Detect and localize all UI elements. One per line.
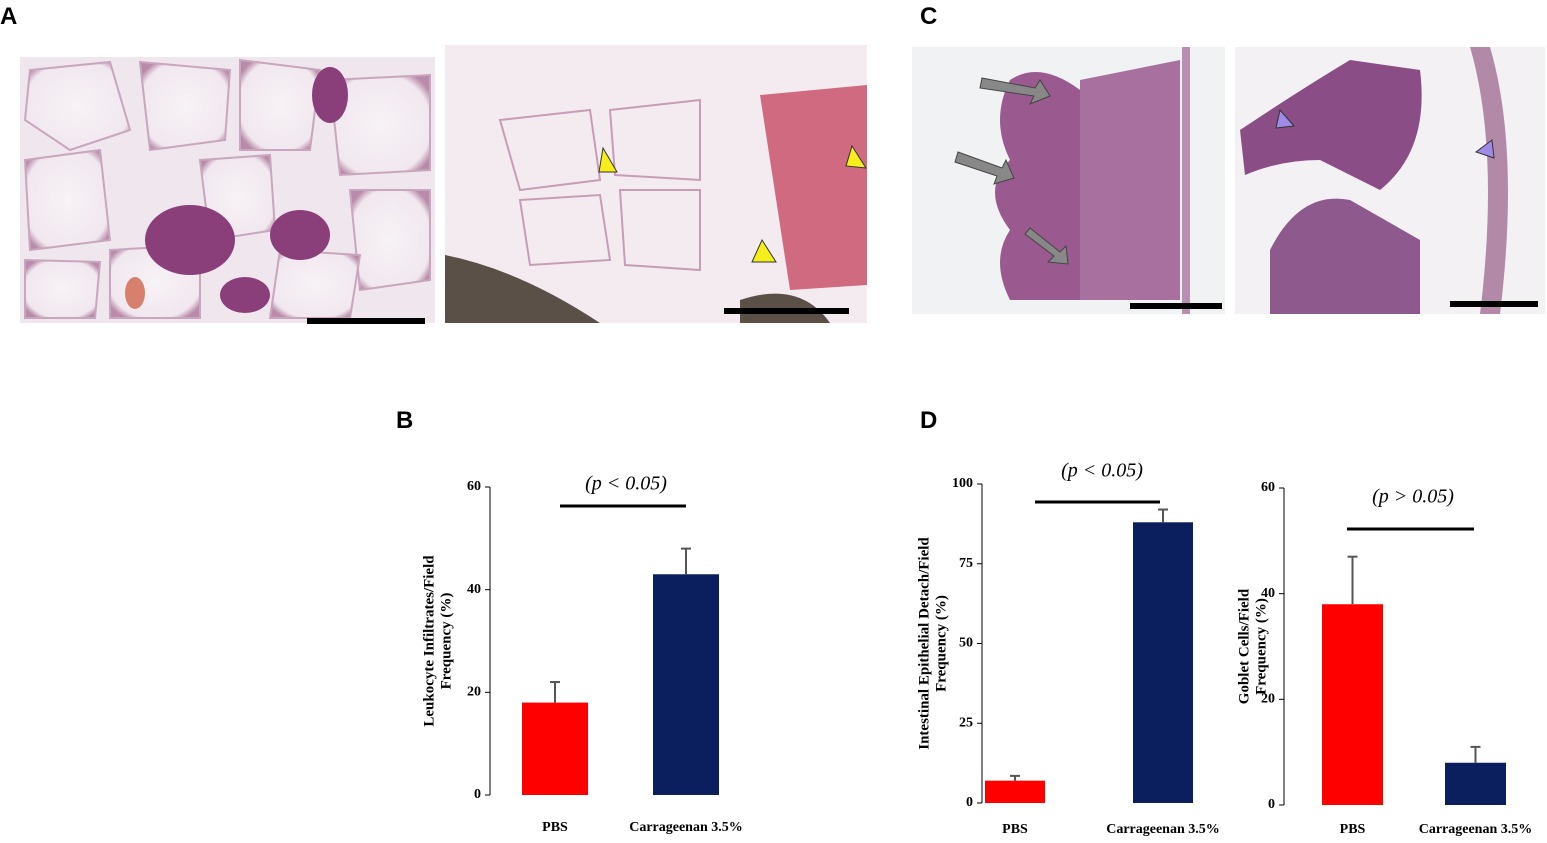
x-tick-label: PBS <box>1002 822 1028 837</box>
bar <box>1445 762 1506 805</box>
error-bar <box>1347 555 1358 605</box>
histology-c2 <box>1235 47 1545 314</box>
y-tick-label: 60 <box>467 479 481 494</box>
panel-label: D <box>920 407 937 434</box>
bar <box>522 702 588 795</box>
error-bar <box>681 547 691 575</box>
annotation: (p > 0.05) <box>1372 486 1454 508</box>
histology-a1 <box>20 57 435 324</box>
y-tick-label: 0 <box>966 795 973 810</box>
x-tick-label: Carrageenan 3.5% <box>1419 822 1533 837</box>
x-tick-label: Carrageenan 3.5% <box>629 820 743 835</box>
y-axis-label: Goblet Cells/Field <box>1236 588 1252 704</box>
panel-label: C <box>920 3 937 30</box>
y-tick-label: 40 <box>1261 586 1275 601</box>
y-axis-label: Frequency (%) <box>1253 598 1269 695</box>
y-tick-label: 20 <box>1261 692 1275 707</box>
error-bar <box>1470 745 1481 763</box>
annotation: (p < 0.05) <box>585 473 667 495</box>
y-axis-label: Intestinal Epithelial Detach/Field <box>916 537 932 750</box>
y-axis-label: Frequency (%) <box>933 595 949 692</box>
y-tick-label: 0 <box>1268 797 1275 812</box>
histology-c1 <box>912 47 1225 314</box>
error-bar <box>550 681 560 703</box>
y-tick-label: 60 <box>1261 480 1275 495</box>
charts: 0 20 40 60 PBS Carrageenan 3.5% (p < 0.05) Leuk… <box>421 460 1532 838</box>
panel-label: A <box>0 3 17 30</box>
x-tick-label: Carrageenan 3.5% <box>1106 822 1220 837</box>
y-axis-label: Leukocyte Infiltrates/Field <box>421 555 437 727</box>
annotation: (p < 0.05) <box>1061 460 1143 482</box>
y-tick-label: 0 <box>474 787 481 802</box>
y-tick-label: 40 <box>467 582 481 597</box>
error-bar <box>1010 774 1020 781</box>
error-bar <box>1158 508 1168 523</box>
bar <box>1322 604 1383 805</box>
y-tick-label: 75 <box>959 556 973 571</box>
panel-label: B <box>396 407 413 434</box>
y-tick-label: 25 <box>959 715 973 730</box>
x-tick-label: PBS <box>542 820 568 835</box>
x-tick-label: PBS <box>1340 822 1366 837</box>
histology-a2 <box>445 45 867 323</box>
bar <box>1133 522 1193 803</box>
bar <box>985 780 1045 803</box>
y-tick-label: 50 <box>959 636 973 651</box>
y-axis-label: Frequency (%) <box>438 593 454 690</box>
y-tick-label: 100 <box>952 476 973 491</box>
bar <box>653 574 719 795</box>
y-tick-label: 20 <box>467 685 481 700</box>
